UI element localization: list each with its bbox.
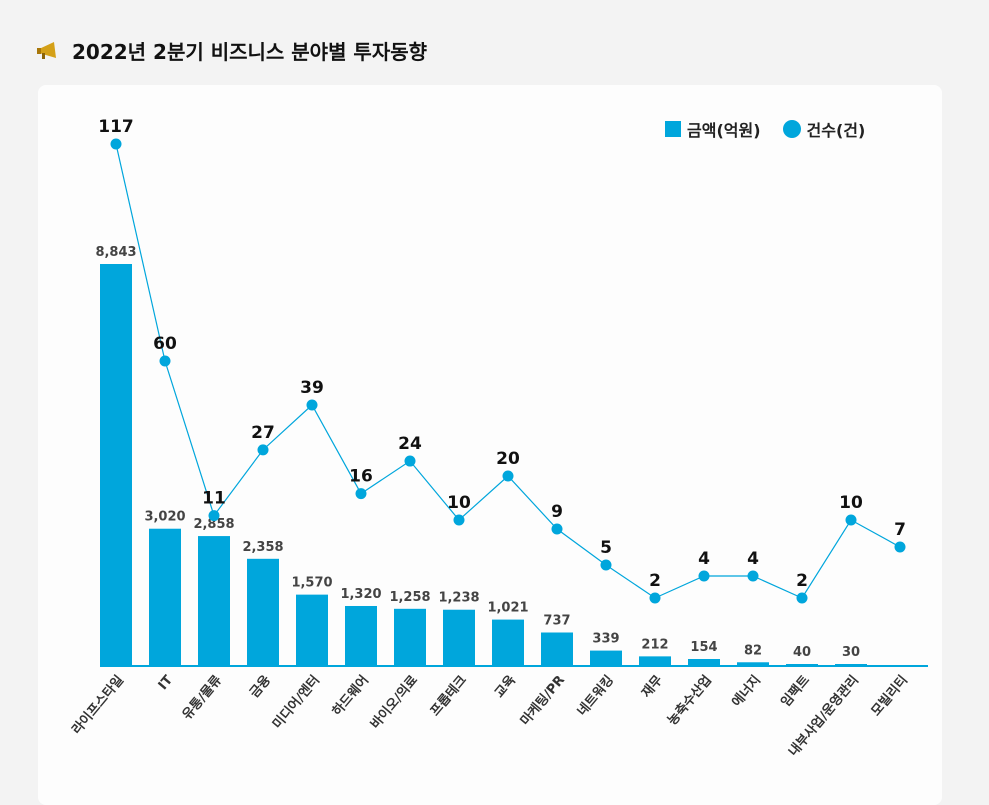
count-label: 2 — [649, 571, 661, 591]
bar-value-label: 1,320 — [340, 587, 381, 602]
bar-value-label: 1,570 — [291, 576, 332, 591]
count-label: 39 — [300, 378, 324, 398]
bar — [394, 608, 426, 666]
count-label: 16 — [349, 467, 373, 487]
x-tick-label: 금융 — [246, 672, 274, 701]
x-tick-label: 프롭테크 — [427, 672, 470, 719]
bar-value-label: 8,843 — [95, 245, 136, 260]
bar-value-label: 30 — [842, 645, 860, 660]
count-label: 5 — [600, 538, 612, 558]
count-point — [404, 455, 416, 467]
bar — [541, 632, 573, 666]
x-tick-label: 하드웨어 — [329, 672, 372, 719]
count-label: 11 — [202, 489, 226, 509]
square-icon — [665, 121, 681, 137]
count-point — [747, 570, 759, 582]
chart-plot: 8,843 라이프스타일 3,020 IT 2,858 유통/물류 2,358 금융 1,570… — [69, 117, 928, 760]
x-tick-label: 교육 — [491, 672, 519, 701]
circle-icon — [782, 120, 801, 138]
bar — [247, 558, 279, 666]
bar — [737, 662, 769, 666]
x-tick-label: 모빌리티 — [868, 672, 911, 719]
legend: 금액(억원) 건수(건) — [665, 117, 865, 141]
count-label: 27 — [251, 423, 275, 443]
bar-value-label: 1,258 — [389, 590, 430, 605]
x-tick-label: IT — [156, 673, 176, 693]
bar — [198, 536, 230, 666]
bar — [639, 656, 671, 666]
count-label: 9 — [551, 502, 563, 522]
count-label: 7 — [894, 520, 906, 540]
bar-value-label: 212 — [641, 637, 668, 652]
bar — [590, 650, 622, 666]
chart-title-row: 2022년 2분기 비즈니스 분야별 투자동향 — [36, 36, 427, 65]
count-label: 10 — [447, 493, 471, 513]
page-title: 2022년 2분기 비즈니스 분야별 투자동향 — [72, 40, 428, 64]
count-point — [551, 523, 563, 535]
x-tick-label: 바이오/의료 — [367, 672, 421, 732]
count-point — [306, 399, 318, 411]
bar-value-label: 339 — [592, 632, 619, 647]
chart-card — [38, 85, 942, 805]
megaphone-icon — [37, 41, 56, 59]
bar-value-label: 2,358 — [242, 540, 283, 555]
count-label: 2 — [796, 571, 808, 591]
count-point — [796, 592, 808, 604]
x-tick-label: 마케팅/PR — [517, 672, 568, 728]
legend-label-amount: 금액(억원) — [687, 121, 761, 140]
count-label: 60 — [153, 334, 177, 354]
x-tick-label: 유통/물류 — [180, 673, 225, 723]
count-label: 4 — [747, 549, 759, 569]
count-point — [257, 444, 269, 456]
count-point — [698, 570, 710, 582]
bar-value-label: 3,020 — [144, 510, 185, 525]
count-point — [453, 514, 465, 526]
count-point — [110, 138, 122, 150]
bar-value-label: 737 — [543, 613, 570, 628]
legend-item-count[interactable]: 건수(건) — [782, 117, 866, 141]
count-label: 4 — [698, 549, 710, 569]
x-tick-label: 에너지 — [729, 672, 764, 710]
x-tick-label: 임팩트 — [778, 672, 813, 710]
bar-value-label: 2,858 — [193, 517, 234, 532]
x-tick-label: 재무 — [639, 673, 666, 701]
count-point — [159, 355, 171, 367]
count-point — [845, 514, 857, 526]
bar-value-label: 82 — [744, 643, 762, 658]
x-tick-label: 미디어/엔터 — [269, 672, 323, 732]
bar — [100, 264, 132, 666]
count-point — [208, 510, 220, 522]
legend-label-count: 건수(건) — [806, 121, 866, 140]
x-tick-label: 라이프스타일 — [69, 672, 127, 737]
x-tick-label: 농축수산업 — [664, 672, 715, 728]
bar-value-label: 1,238 — [438, 591, 479, 606]
count-point — [894, 541, 906, 553]
bar — [149, 528, 181, 666]
bar — [443, 609, 475, 666]
bar-value-label: 40 — [793, 645, 811, 660]
count-point — [600, 559, 612, 571]
count-point — [649, 592, 661, 604]
count-point — [502, 470, 514, 482]
bar — [296, 594, 328, 666]
bar — [492, 619, 524, 666]
bar-value-label: 1,021 — [487, 601, 528, 616]
count-label: 20 — [496, 449, 520, 469]
count-point — [355, 488, 367, 500]
x-tick-label: 네트워킹 — [574, 672, 617, 719]
bar — [345, 605, 377, 666]
count-label: 117 — [98, 117, 134, 137]
count-label: 10 — [839, 493, 863, 513]
bar — [688, 658, 720, 666]
legend-item-amount[interactable]: 금액(억원) — [665, 117, 761, 141]
count-label: 24 — [398, 434, 422, 454]
bar-value-label: 154 — [690, 640, 717, 655]
